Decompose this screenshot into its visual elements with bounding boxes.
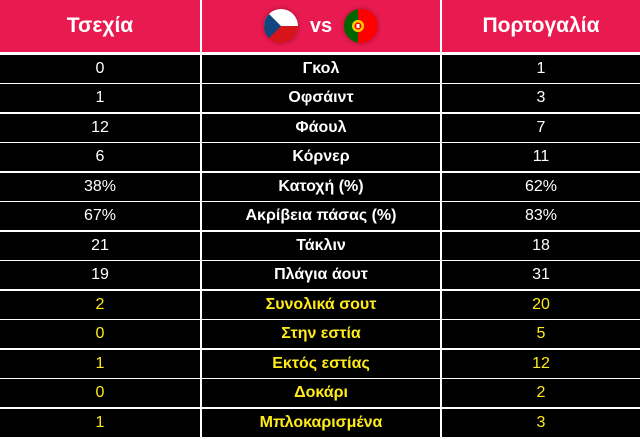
stat-row-goals: 0 Γκολ 1 (0, 55, 640, 83)
away-value: 1 (442, 55, 640, 83)
home-value: 1 (0, 408, 200, 437)
stats-rows: 0 Γκολ 1 1 Οφσάιντ 3 12 Φάουλ 7 6 Κόρνερ… (0, 55, 640, 438)
stat-row-off-target: 1 Εκτός εστίας 12 (0, 349, 640, 378)
stat-row-offsides: 1 Οφσάιντ 3 (0, 84, 640, 113)
czech-flag-icon (263, 9, 298, 43)
away-value: 3 (442, 408, 640, 437)
away-value: 5 (442, 320, 640, 349)
portugal-flag-icon (344, 9, 379, 43)
stat-label: Εκτός εστίας (202, 349, 440, 378)
stat-label: Φάουλ (202, 113, 440, 142)
stat-label: Κόρνερ (202, 143, 440, 172)
away-value: 31 (442, 261, 640, 290)
stat-row-total-shots: 2 Συνολικά σουτ 20 (0, 290, 640, 319)
stat-row-on-target: 0 Στην εστία 5 (0, 320, 640, 349)
away-value: 20 (442, 290, 640, 319)
home-value: 1 (0, 84, 200, 113)
stat-row-pass-accuracy: 67% Ακρίβεια πάσας (%) 83% (0, 202, 640, 231)
stat-label: Ακρίβεια πάσας (%) (202, 202, 440, 231)
stat-label: Πλάγια άουτ (202, 261, 440, 290)
away-value: 7 (442, 113, 640, 142)
home-team-name: Τσεχία (0, 0, 200, 52)
home-value: 2 (0, 290, 200, 319)
stat-row-woodwork: 0 Δοκάρι 2 (0, 379, 640, 408)
stat-row-corners: 6 Κόρνερ 11 (0, 143, 640, 172)
away-value: 2 (442, 379, 640, 408)
versus-header: vs (202, 0, 440, 52)
stat-row-possession: 38% Κατοχή (%) 62% (0, 172, 640, 201)
away-value: 12 (442, 349, 640, 378)
away-value: 11 (442, 143, 640, 172)
home-value: 1 (0, 349, 200, 378)
away-value: 3 (442, 84, 640, 113)
stat-row-blocked: 1 Μπλοκαρισμένα 3 (0, 408, 640, 437)
home-value: 19 (0, 261, 200, 290)
home-value: 0 (0, 379, 200, 408)
home-value: 38% (0, 172, 200, 201)
away-value: 83% (442, 202, 640, 231)
stat-label: Στην εστία (202, 320, 440, 349)
home-value: 0 (0, 55, 200, 83)
stat-label: Κατοχή (%) (202, 172, 440, 201)
away-team-name: Πορτογαλία (442, 0, 640, 52)
stat-label: Τάκλιν (202, 231, 440, 260)
home-value: 0 (0, 320, 200, 349)
home-value: 12 (0, 113, 200, 142)
stat-row-tackles: 21 Τάκλιν 18 (0, 231, 640, 260)
stat-row-fouls: 12 Φάουλ 7 (0, 113, 640, 142)
vs-label: vs (309, 14, 333, 37)
home-value: 21 (0, 231, 200, 260)
away-value: 18 (442, 231, 640, 260)
home-value: 6 (0, 143, 200, 172)
table-header: Τσεχία vs (0, 0, 640, 52)
stat-label: Γκολ (202, 55, 440, 83)
stat-label: Συνολικά σουτ (202, 290, 440, 319)
home-value: 67% (0, 202, 200, 231)
stat-label: Δοκάρι (202, 379, 440, 408)
away-value: 62% (442, 172, 640, 201)
stat-label: Οφσάιντ (202, 84, 440, 113)
stat-row-throw-ins: 19 Πλάγια άουτ 31 (0, 261, 640, 290)
stat-label: Μπλοκαρισμένα (202, 408, 440, 437)
